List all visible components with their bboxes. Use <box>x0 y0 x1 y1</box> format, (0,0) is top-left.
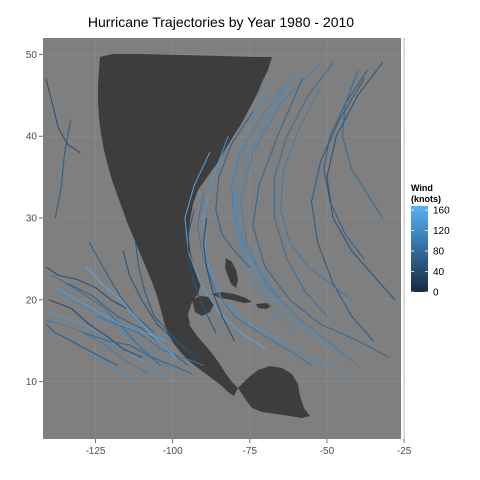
florida-peninsula <box>225 258 238 288</box>
hurricane-track <box>239 62 359 366</box>
x-tick-label: -125 <box>85 446 105 457</box>
hurricane-track <box>196 192 313 366</box>
hurricane-track <box>48 299 143 358</box>
hurricane-track <box>82 332 192 375</box>
x-tick-label: -75 <box>243 446 258 457</box>
y-tick-label: 20 <box>26 295 38 306</box>
legend-title-line2: (knots) <box>411 194 441 204</box>
legend-colorbar <box>411 206 428 292</box>
x-tick-label: -50 <box>320 446 335 457</box>
y-tick-label: 30 <box>26 214 38 225</box>
hurricane-track <box>45 78 81 154</box>
legend-label: 40 <box>433 267 445 278</box>
cuba-island <box>212 292 252 303</box>
land-masses <box>98 54 310 418</box>
legend-label: 120 <box>433 226 450 237</box>
hurricane-track <box>252 78 390 358</box>
hurricane-track <box>48 311 174 383</box>
hurricane-tracks <box>45 62 396 383</box>
hurricane-track <box>45 266 127 309</box>
x-tick-label: -25 <box>397 446 412 457</box>
wind-legend: Wind (knots) 0 40 80 120 160 <box>411 183 450 299</box>
hurricane-track <box>326 62 396 301</box>
hurricane-track <box>51 274 161 366</box>
hurricane-track <box>45 323 118 366</box>
hurricane-track <box>310 78 374 342</box>
y-tick-label: 40 <box>26 132 38 143</box>
legend-label: 160 <box>433 206 450 217</box>
hispaniola-island <box>256 303 272 309</box>
hurricane-track <box>88 242 155 334</box>
legend-ticks: 0 40 80 120 160 <box>411 206 450 299</box>
hurricane-track <box>85 266 177 358</box>
x-axis: -125 -100 -75 -50 -25 <box>85 439 412 457</box>
chart-title: Hurricane Trajectories by Year 1980 - 20… <box>88 14 354 30</box>
south-america-landmass <box>238 366 310 418</box>
hurricane-track <box>45 319 149 375</box>
hurricane-track <box>187 209 217 334</box>
north-america-landmass <box>98 54 272 396</box>
hurricane-track <box>341 70 384 219</box>
hurricane-track <box>202 217 235 342</box>
hurricane-track <box>54 119 72 219</box>
legend-label: 0 <box>433 288 439 299</box>
y-tick-label: 10 <box>26 377 38 388</box>
hurricane-track <box>135 242 186 350</box>
legend-title-line1: Wind <box>411 183 433 193</box>
y-axis: 10 20 30 40 50 <box>26 50 43 388</box>
hurricane-track <box>215 111 254 268</box>
x-tick-label: -100 <box>163 446 183 457</box>
hurricane-track <box>280 86 353 301</box>
legend-label: 80 <box>433 247 445 258</box>
hurricane-track <box>184 152 266 350</box>
hurricane-track <box>273 62 334 317</box>
hurricane-track <box>94 315 205 366</box>
y-tick-label: 50 <box>26 50 38 61</box>
hurricane-track <box>230 86 285 301</box>
hurricane-track <box>236 70 297 334</box>
hurricane-track <box>54 287 167 342</box>
hurricane-track <box>233 86 334 350</box>
